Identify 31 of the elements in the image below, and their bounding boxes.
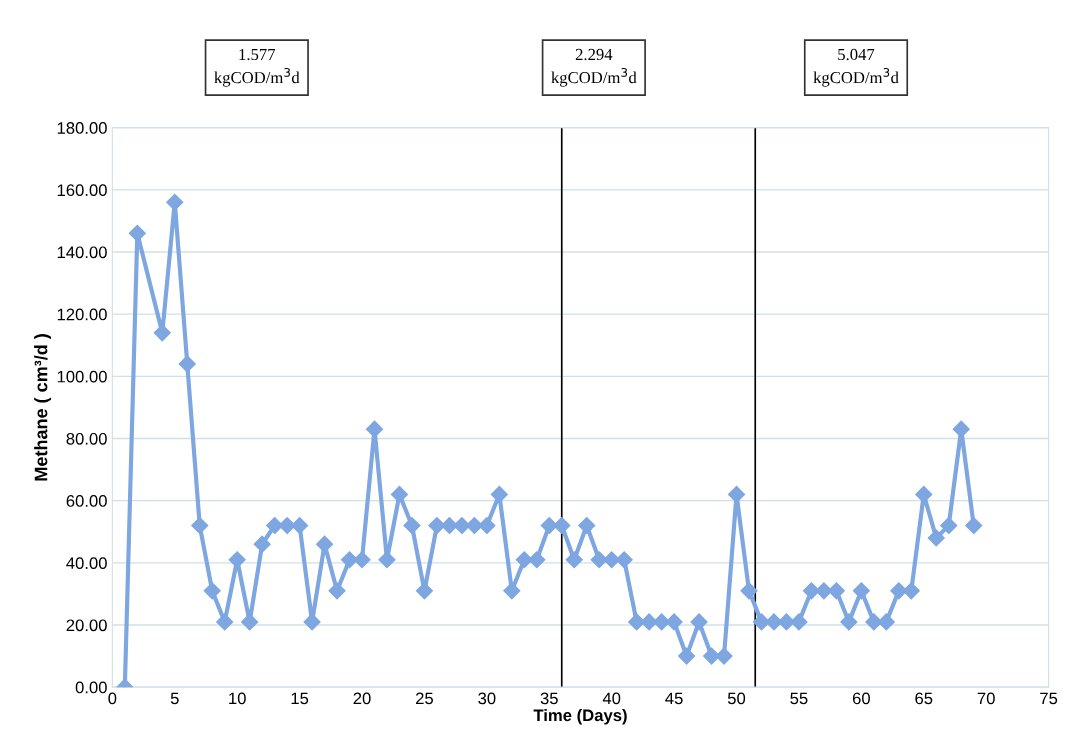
x-tick-label: 45: [665, 692, 683, 705]
x-tick-label: 5: [170, 692, 179, 705]
y-tick-label: 120.00: [57, 308, 107, 321]
text: 5.047 kgCOD/m$^{3}$d: [813, 48, 899, 87]
x-axis-title: Time (Days): [533, 708, 627, 725]
x-tick-label: 65: [915, 692, 933, 705]
x-tick-label: 60: [852, 692, 870, 705]
x-tick-label: 50: [727, 692, 746, 705]
text: 2.294 kgCOD/m$^{3}$d: [551, 48, 637, 87]
y-axis-title: Methane ( cm³/d ): [34, 334, 51, 481]
x-tick-label: 10: [229, 692, 246, 705]
x-tick-label: 25: [416, 692, 433, 705]
x-tick-label: 75: [1040, 692, 1058, 705]
x-tick-label: 40: [602, 692, 621, 705]
x-tick-label: 70: [977, 692, 995, 705]
y-tick-label: 80.00: [66, 432, 107, 445]
x-tick-label: 55: [790, 692, 808, 705]
y-tick-label: 40.00: [66, 557, 107, 570]
y-tick-label: 20.00: [66, 619, 107, 632]
x-tick-label: 0: [108, 692, 117, 705]
y-tick-label: 60.00: [66, 495, 107, 507]
y-tick-label: 140.00: [57, 246, 107, 259]
text: 1.577 kgCOD/m$^{3}$d: [214, 48, 300, 87]
y-tick-label: 160.00: [57, 184, 107, 197]
y-tick-label: 0.00: [75, 681, 107, 694]
x-tick-label: 15: [291, 692, 309, 705]
y-tick-label: 180.00: [57, 122, 107, 134]
y-tick-label: 100.00: [57, 370, 107, 383]
x-tick-label: 30: [478, 692, 496, 705]
x-tick-label: 20: [353, 692, 371, 705]
x-tick-label: 35: [540, 692, 558, 705]
